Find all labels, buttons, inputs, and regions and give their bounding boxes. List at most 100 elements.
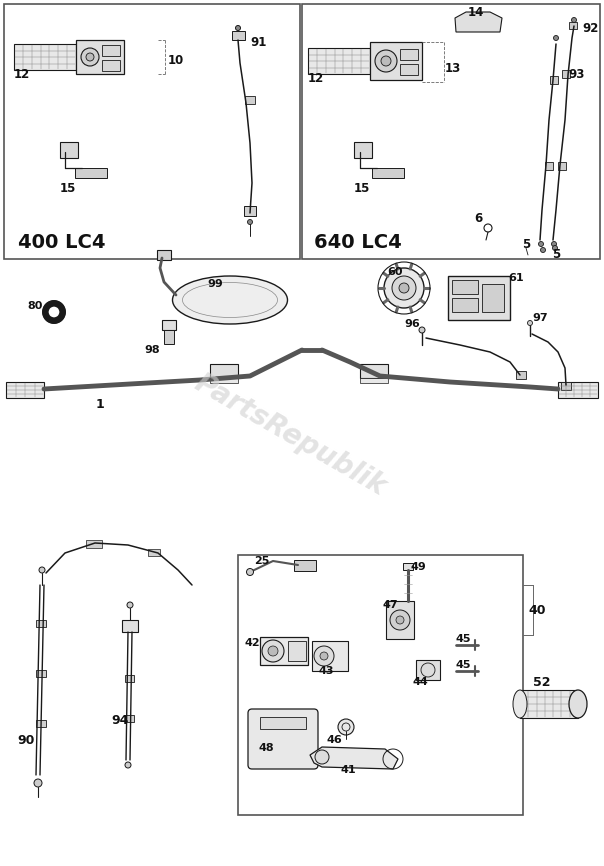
Circle shape [539,242,544,247]
Text: 98: 98 [144,345,160,355]
Bar [516,371,526,379]
Text: 6: 6 [474,211,482,224]
Bar [36,620,46,627]
Bar [102,45,120,56]
Text: 46: 46 [326,735,342,745]
Circle shape [390,610,410,630]
Circle shape [127,602,133,608]
Text: 61: 61 [508,273,524,283]
Text: 45: 45 [455,634,471,644]
Bar [448,276,510,320]
Circle shape [375,50,397,72]
Circle shape [553,245,557,250]
Bar [545,162,553,170]
Bar [210,364,238,378]
Bar [122,620,138,632]
Text: 15: 15 [354,182,370,195]
Text: 44: 44 [412,677,428,687]
Ellipse shape [173,276,288,324]
Bar [360,364,388,378]
Circle shape [381,56,391,66]
Text: 48: 48 [258,743,274,753]
Bar [452,298,478,312]
Bar [157,250,171,260]
Bar [125,675,134,682]
Bar [550,76,558,84]
Bar [558,382,598,398]
Text: 10: 10 [168,54,184,67]
Bar [164,330,174,344]
Text: 640 LC4: 640 LC4 [314,232,402,251]
Bar [162,320,176,330]
Text: 42: 42 [244,638,260,648]
Bar [562,70,570,78]
Bar [86,540,102,548]
Text: 25: 25 [254,556,270,566]
Bar [386,601,414,639]
Bar [288,641,306,661]
Text: 90: 90 [18,734,34,746]
Bar [561,382,571,390]
Bar [260,717,306,729]
Bar [558,162,566,170]
Circle shape [399,283,409,293]
Circle shape [320,652,328,660]
Circle shape [248,219,252,224]
Bar [4,4,300,259]
Text: 41: 41 [340,765,356,775]
Text: 15: 15 [60,182,76,195]
Circle shape [396,616,404,624]
Circle shape [527,320,533,326]
Circle shape [571,17,576,23]
Text: 80: 80 [27,301,43,311]
Bar [302,4,600,259]
Bar [400,64,418,75]
Text: 400 LC4: 400 LC4 [18,232,106,251]
Text: 12: 12 [308,72,324,85]
Circle shape [268,646,278,656]
Text: 5: 5 [552,249,560,262]
Circle shape [421,663,435,677]
Bar [372,168,404,178]
Bar [416,660,440,680]
Text: 94: 94 [111,714,129,727]
Circle shape [419,327,425,333]
Text: 92: 92 [582,22,599,35]
Bar [60,142,78,158]
Circle shape [43,301,65,323]
Text: 12: 12 [14,68,30,81]
Bar [308,48,370,74]
Bar [102,60,120,71]
Bar [76,40,124,74]
Bar [36,670,46,677]
Circle shape [39,567,45,573]
Text: 97: 97 [532,313,548,323]
Circle shape [34,779,42,787]
Bar [400,49,418,60]
Bar [370,42,422,80]
Bar [260,637,308,665]
Bar [569,22,577,29]
Circle shape [236,25,240,30]
Circle shape [86,53,94,61]
Bar [232,31,245,40]
Bar [312,641,348,671]
Text: 45: 45 [455,660,471,670]
Bar [75,168,107,178]
Circle shape [246,568,254,576]
Circle shape [392,276,416,300]
Polygon shape [310,747,398,769]
FancyBboxPatch shape [248,709,318,769]
Text: 93: 93 [568,68,585,81]
Polygon shape [455,12,502,32]
Bar [148,549,160,556]
Text: 1: 1 [95,398,104,411]
Text: 49: 49 [410,562,426,572]
Text: 91: 91 [250,36,266,48]
Text: 40: 40 [528,604,546,617]
Bar [14,44,76,70]
Circle shape [553,36,559,41]
Bar [452,280,478,294]
Bar [520,690,578,718]
Bar [6,382,44,398]
